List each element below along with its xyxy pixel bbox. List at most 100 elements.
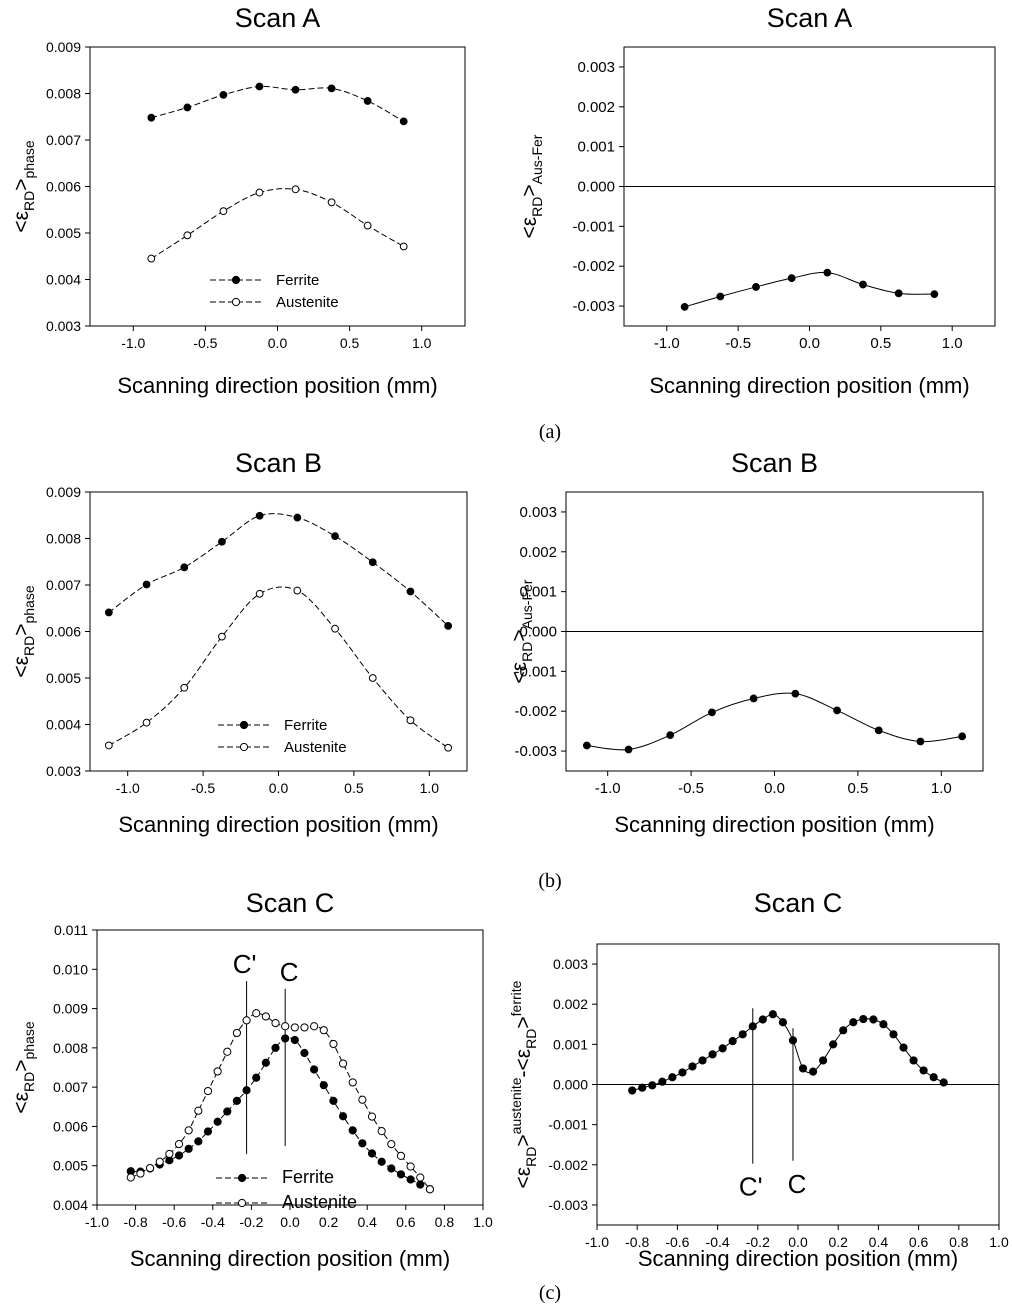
data-point <box>294 587 301 594</box>
y-axis-label-part: RD <box>21 191 37 211</box>
y-axis-label-part: > <box>518 184 541 196</box>
data-point <box>184 232 191 239</box>
y-tick-label: -0.001 <box>548 1117 588 1133</box>
data-point <box>214 1118 221 1125</box>
x-tick-label: 0.0 <box>280 1214 300 1230</box>
y-axis-label: <εRD>Aus-Fer <box>508 579 535 683</box>
y-axis-label-part: <ε <box>10 1092 33 1114</box>
y-tick-label: 0.008 <box>46 86 81 102</box>
data-point <box>105 609 112 616</box>
data-point <box>262 1013 269 1020</box>
series-line <box>109 514 448 626</box>
data-point <box>649 1082 656 1089</box>
y-tick-label: 0.003 <box>46 318 81 334</box>
series-line <box>632 1014 944 1090</box>
data-point <box>195 1107 202 1114</box>
data-point <box>750 695 757 702</box>
data-point <box>272 1044 279 1051</box>
data-point <box>840 1027 847 1034</box>
data-point <box>378 1128 385 1135</box>
data-point <box>181 564 188 571</box>
data-point <box>959 733 966 740</box>
x-tick-label: 0.0 <box>268 335 288 351</box>
data-point <box>931 291 938 298</box>
data-point <box>195 1138 202 1145</box>
y-axis-label-part: RD <box>21 1072 37 1092</box>
data-point <box>253 1074 260 1081</box>
data-point <box>709 709 716 716</box>
legend-marker <box>232 298 239 305</box>
data-point <box>220 91 227 98</box>
data-point <box>349 1127 356 1134</box>
y-axis-label: <εRD>Aus-Fer <box>518 134 545 238</box>
data-point <box>799 1065 806 1072</box>
data-point <box>388 1141 395 1148</box>
data-point <box>659 1078 666 1085</box>
x-tick-label: -1.0 <box>85 1214 109 1230</box>
data-point <box>332 533 339 540</box>
x-axis-label: Scanning direction position (mm) <box>117 373 437 398</box>
chart-title: Scan B <box>235 448 322 478</box>
y-tick-label: 0.002 <box>577 99 615 116</box>
x-tick-label: -0.5 <box>678 780 704 797</box>
y-tick-label: 0.003 <box>46 763 81 779</box>
data-point <box>328 85 335 92</box>
y-tick-label: 0.010 <box>53 961 88 977</box>
data-point <box>320 1082 327 1089</box>
data-point <box>788 275 795 282</box>
legend-label: Austenite <box>284 739 347 756</box>
y-tick-label: 0.004 <box>53 1197 88 1213</box>
data-point <box>789 1037 796 1044</box>
data-point <box>214 1068 221 1075</box>
data-point <box>291 1036 298 1043</box>
data-point <box>681 303 688 310</box>
chart-b_right: Scan B -1.0 -0.5 0.0 0.5 1.0 -0.003 -0.002 -0.00… <box>508 448 983 837</box>
annotation-label: C <box>788 1169 807 1199</box>
y-axis-label-part: > <box>508 629 531 641</box>
data-point <box>148 114 155 121</box>
plot-frame <box>90 492 467 771</box>
series-line <box>131 1038 430 1190</box>
legend-marker <box>238 1199 245 1206</box>
data-point <box>445 744 452 751</box>
legend-label: Ferrite <box>284 717 327 734</box>
x-axis-label: Scanning direction position (mm) <box>130 1246 450 1271</box>
data-point <box>330 1097 337 1104</box>
x-axis-label: Scanning direction position (mm) <box>614 812 934 837</box>
y-tick-label: 0.009 <box>53 1001 88 1017</box>
y-tick-label: 0.006 <box>53 1118 88 1134</box>
y-tick-label: 0.008 <box>53 1040 88 1056</box>
data-point <box>330 1040 337 1047</box>
x-tick-label: -1.0 <box>595 780 621 797</box>
data-point <box>400 118 407 125</box>
data-point <box>262 1059 269 1066</box>
x-tick-label: 0.5 <box>870 335 891 352</box>
data-point <box>137 1170 144 1177</box>
y-tick-label: -0.003 <box>572 298 615 315</box>
y-tick-label: 0.004 <box>46 272 81 288</box>
data-point <box>875 727 882 734</box>
x-tick-label: 0.0 <box>269 780 289 796</box>
data-point <box>629 1087 636 1094</box>
data-point <box>253 1010 260 1017</box>
x-tick-label: 0.5 <box>340 335 360 351</box>
y-tick-label: 0.008 <box>46 531 81 547</box>
data-point <box>699 1057 706 1064</box>
data-point <box>143 581 150 588</box>
x-tick-label: -0.4 <box>201 1214 225 1230</box>
y-axis-label-part: RD <box>523 1029 539 1049</box>
data-point <box>282 1023 289 1030</box>
y-tick-label: 0.009 <box>46 484 81 500</box>
data-point <box>127 1174 134 1181</box>
chart-a_right: Scan A -1.0 -0.5 0.0 0.5 1.0 -0.003 -0.002 -0.00… <box>518 3 995 398</box>
data-point <box>320 1027 327 1034</box>
x-tick-label: 0.5 <box>344 780 364 796</box>
data-point <box>792 690 799 697</box>
data-point <box>359 1140 366 1147</box>
data-point <box>834 707 841 714</box>
data-point <box>143 719 150 726</box>
y-tick-label: 0.006 <box>46 179 81 195</box>
chart-title: Scan C <box>754 888 843 918</box>
y-tick-label: 0.003 <box>553 956 588 972</box>
data-point <box>930 1074 937 1081</box>
